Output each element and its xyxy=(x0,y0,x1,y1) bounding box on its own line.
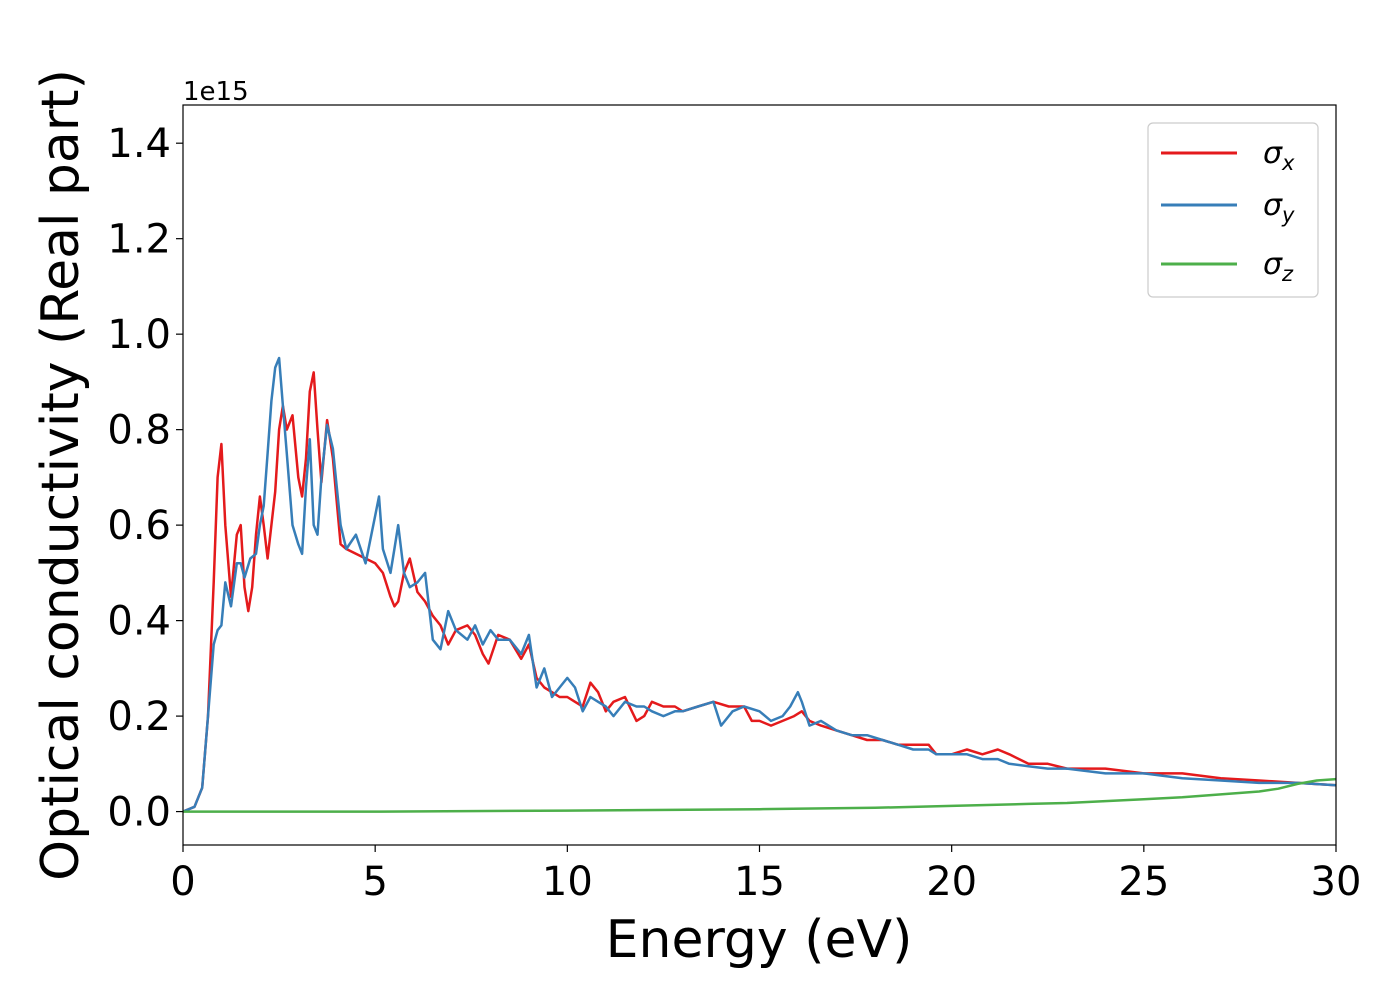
y-tick-label: 0.0 xyxy=(107,790,171,836)
legend: σx σy σz xyxy=(1147,122,1319,298)
y-tick-label: 0.4 xyxy=(107,599,171,645)
y-tick-label: 0.2 xyxy=(107,694,171,740)
y-tick-label: 1.0 xyxy=(107,312,171,358)
y-axis-title: Optical conductivity (Real part) xyxy=(31,69,91,881)
legend-label-sigma-x: σx xyxy=(1263,136,1295,175)
x-tick-label: 5 xyxy=(362,859,387,905)
y-axis-ticks: 0.0 0.2 0.4 0.6 0.8 1.0 1.2 1.4 xyxy=(107,121,183,836)
x-axis-title: Energy (eV) xyxy=(606,910,913,970)
x-tick-label: 20 xyxy=(926,859,977,905)
x-tick-label: 30 xyxy=(1311,859,1362,905)
y-tick-label: 0.6 xyxy=(107,503,171,549)
legend-label-sigma-y: σy xyxy=(1263,188,1295,227)
x-tick-label: 25 xyxy=(1118,859,1169,905)
x-tick-label: 15 xyxy=(734,859,785,905)
y-axis-offset-label: 1e15 xyxy=(183,77,249,107)
y-tick-label: 1.4 xyxy=(107,121,171,167)
x-tick-label: 10 xyxy=(542,859,593,905)
x-axis-ticks: 0 5 10 15 20 25 30 xyxy=(170,845,1361,905)
series-line-sigma-y xyxy=(183,356,1336,813)
legend-label-sigma-z: σz xyxy=(1263,247,1294,286)
series-layer xyxy=(183,356,1336,813)
x-tick-label: 0 xyxy=(170,859,195,905)
series-line-sigma-z xyxy=(183,777,1336,813)
y-tick-label: 1.2 xyxy=(107,217,171,263)
y-tick-label: 0.8 xyxy=(107,408,171,454)
legend-box xyxy=(1147,122,1319,298)
